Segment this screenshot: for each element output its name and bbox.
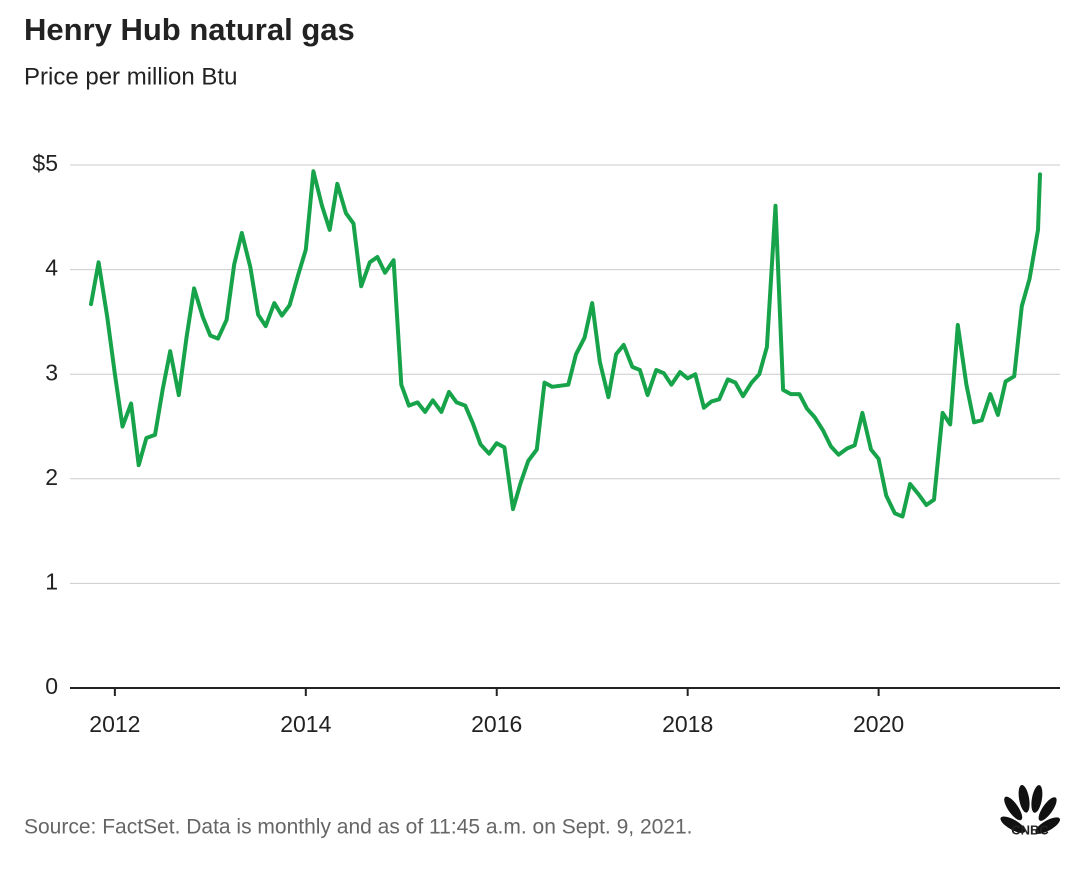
x-tick-label: 2018 [662,711,713,737]
chart-title: Henry Hub natural gas [24,12,355,47]
y-tick-label: 2 [45,464,58,490]
x-tick-label: 2014 [280,711,331,737]
x-tick-label: 2020 [853,711,904,737]
x-tick-label: 2016 [471,711,522,737]
y-tick-label: 1 [45,568,58,594]
y-tick-label: 4 [45,255,58,281]
price-line [89,169,1042,519]
y-tick-label: 3 [45,359,58,385]
logo: CNBC [1000,784,1061,837]
y-tick-label: 0 [45,673,58,699]
chart-subtitle: Price per million Btu [24,63,237,90]
source-note: Source: FactSet. Data is monthly and as … [24,816,693,839]
logo-text: CNBC [1011,822,1049,837]
x-tick-label: 2012 [89,711,140,737]
y-tick-label: $5 [32,150,58,176]
